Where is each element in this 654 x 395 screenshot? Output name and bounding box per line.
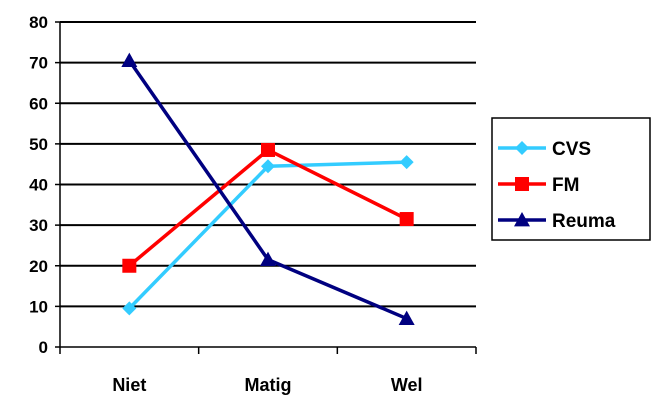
series-group [121,52,415,325]
y-tick-label: 0 [39,338,48,357]
x-tick-label-matig: Matig [245,375,292,395]
data-point-fm-wel [399,212,414,227]
y-tick-label: 20 [29,257,48,276]
data-point-fm-matig [261,142,275,157]
x-tick-labels: Niet Matig Wel [112,375,422,395]
data-point-cvs-matig [261,159,275,174]
x-tick-label-niet: Niet [112,375,146,395]
series-line-reuma [127,59,408,321]
data-point-reuma-wel [398,310,415,325]
y-tick-label: 70 [29,54,48,73]
legend-label-cvs: CVS [552,139,591,160]
y-tick-label: 30 [29,216,48,235]
y-tick-label: 80 [29,13,48,32]
data-point-fm-niet [122,258,137,273]
x-tick-label-wel: Wel [391,375,423,395]
y-tick-labels: 0 10 20 30 40 50 60 70 80 [29,13,48,357]
legend: CVS FM Reuma [491,117,651,241]
legend-marker-fm [515,177,529,191]
legend-marker-reuma [514,212,530,227]
data-point-reuma-matig [260,251,276,267]
data-point-cvs-wel [399,155,414,170]
legend-label-reuma: Reuma [552,211,616,232]
legend-marker-cvs [515,141,529,155]
y-tick-label: 50 [29,135,48,154]
legend-label-fm: FM [552,175,579,196]
data-point-reuma-niet [121,52,138,67]
y-tick-label: 60 [29,94,48,113]
y-tick-label: 10 [29,297,48,316]
y-tick-label: 40 [29,176,48,195]
axes [55,21,477,354]
data-point-cvs-niet [122,301,137,316]
